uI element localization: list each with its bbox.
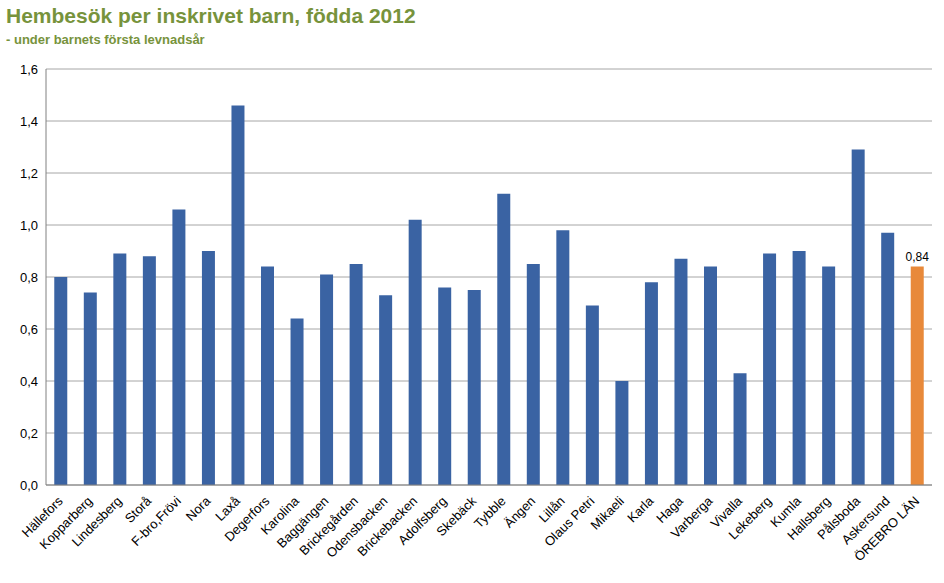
svg-text:ÖREBRO LÄN: ÖREBRO LÄN xyxy=(851,493,922,564)
svg-text:Vivalla: Vivalla xyxy=(707,493,745,531)
svg-text:1,4: 1,4 xyxy=(20,114,38,129)
html-text:- under barnets första levnads: - under barnets första levnadsår xyxy=(6,32,205,47)
svg-text:0,8: 0,8 xyxy=(20,270,38,285)
svg-text:Varberga: Varberga xyxy=(668,493,716,541)
svg-text:Olaus Petri: Olaus Petri xyxy=(541,493,598,550)
svg-text:Hällefors: Hällefors xyxy=(18,493,66,541)
svg-text:Tybble: Tybble xyxy=(471,493,509,531)
svg-text:Haga: Haga xyxy=(653,493,686,526)
svg-text:Brickebacken: Brickebacken xyxy=(354,493,421,560)
svg-text:Lindesberg: Lindesberg xyxy=(69,493,125,549)
svg-text:1,6: 1,6 xyxy=(20,62,38,77)
svg-text:Askersund: Askersund xyxy=(838,493,893,548)
svg-text:Mikaeli: Mikaeli xyxy=(588,493,627,532)
svg-text:1,0: 1,0 xyxy=(20,218,38,233)
svg-text:Karla: Karla xyxy=(624,493,657,526)
svg-text:Skebäck: Skebäck xyxy=(433,493,479,539)
svg-text:Odensbacken: Odensbacken xyxy=(323,493,391,561)
svg-text:1,2: 1,2 xyxy=(20,166,38,181)
svg-text:Nora: Nora xyxy=(183,493,214,524)
svg-text:Karolina: Karolina xyxy=(257,493,302,538)
svg-text:Pålsboda: Pålsboda xyxy=(814,493,864,543)
svg-text:0,6: 0,6 xyxy=(20,322,38,337)
svg-text:Lillån: Lillån xyxy=(535,493,568,526)
svg-text:Brickegården: Brickegården xyxy=(296,493,361,559)
svg-text:Kumla: Kumla xyxy=(767,493,804,530)
svg-text:Ängen: Ängen xyxy=(501,493,538,530)
svg-text:Degerfors: Degerfors xyxy=(221,493,273,545)
svg-text:Laxå: Laxå xyxy=(212,493,243,524)
svg-text:0,2: 0,2 xyxy=(20,426,38,441)
svg-text:Adolfsberg: Adolfsberg xyxy=(395,493,450,548)
svg-text:F-bro,Frövi: F-bro,Frövi xyxy=(128,493,184,549)
svg-text:0,4: 0,4 xyxy=(20,374,38,389)
svg-text:Storå: Storå xyxy=(121,493,155,526)
svg-text:Lekeberg: Lekeberg xyxy=(726,493,775,542)
html-text:Hembesök per inskrivet barn, f: Hembesök per inskrivet barn, födda 2012 xyxy=(6,4,416,27)
svg-text:Kopparberg: Kopparberg xyxy=(36,493,96,552)
svg-text:0,0: 0,0 xyxy=(20,478,38,493)
svg-text:0,84: 0,84 xyxy=(906,250,930,264)
svg-text:Hallsberg: Hallsberg xyxy=(784,493,834,543)
svg-text:Baggängen: Baggängen xyxy=(273,493,332,551)
